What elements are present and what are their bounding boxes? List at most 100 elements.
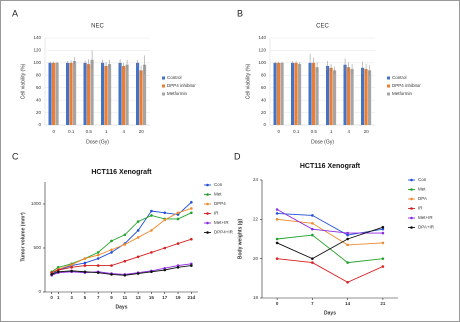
legend-swatch [387,84,390,88]
y-tick-label: 20 [253,256,259,261]
x-tick-label: 1 [330,129,333,134]
point [110,239,113,243]
y-tick-label: 60 [261,85,267,90]
legend-marker [410,178,413,182]
point [275,218,279,221]
x-tick-label: 4 [347,129,350,134]
point [83,257,87,260]
x-tick-label: 15 [149,295,155,300]
bar [343,64,347,125]
y-axis-label: Cell viability (%) [20,63,26,99]
point [381,265,385,268]
point [275,237,279,241]
bar [350,69,354,125]
chart-title: HCT116 Xenograft [91,169,152,176]
x-tick-label: 0.5 [86,129,93,134]
y-tick-label: 80 [261,72,267,77]
y-tick-label: 120 [33,48,41,53]
x-tick-label: 7 [97,295,100,300]
point [50,273,53,276]
point [346,280,349,284]
legend-swatch [387,92,390,96]
x-tick-label: 0.1 [68,129,75,134]
point [110,248,113,252]
legend-label: Met+IR [418,215,433,220]
legend-swatch [162,84,165,88]
legend-marker [206,221,209,225]
panel-label: C [12,151,19,161]
bar [329,67,333,125]
legend-label: DPP4 inhibitor [392,83,421,88]
bar [315,67,319,125]
point [176,211,180,215]
point [136,236,140,239]
x-tick-label: 0.1 [293,129,300,134]
bar [277,62,281,125]
series-line [277,218,383,246]
legend-label: Metformin [392,91,413,96]
y-tick-label: 100 [33,60,41,65]
bar [294,62,298,125]
y-tick-label: 0 [38,122,41,127]
point [136,220,140,223]
point [123,243,127,246]
point [311,221,314,225]
point [96,271,100,274]
legend-marker [206,193,209,196]
y-tick-label: 40 [36,97,42,102]
bar [291,62,295,125]
point [190,264,193,267]
legend-marker [410,188,413,191]
series-line [277,258,384,283]
bar [48,62,52,125]
point [381,225,385,229]
x-axis-label: Days [116,304,128,310]
bar [90,59,94,125]
point [346,243,349,247]
y-tick-label: 20 [261,110,267,115]
x-tick-label: 7 [311,301,314,306]
bar [312,62,316,125]
bar [69,62,73,125]
point [311,257,314,260]
x-axis-label: Dose (Gy) [86,139,109,145]
point [123,259,127,263]
bar [122,65,126,125]
point [176,266,180,269]
legend-marker [206,231,209,234]
point [123,233,127,237]
series-line [276,226,384,260]
legend-marker [206,212,209,215]
x-axis-label: Dose (Gy) [311,139,334,145]
y-tick-label: 0 [263,122,266,127]
y-tick-label: 22 [253,217,259,222]
legend-marker [206,183,209,187]
bar [298,64,302,125]
x-tick-label: 0 [52,129,55,134]
x-tick-label: 0 [50,295,53,300]
point [110,251,113,254]
point [311,233,314,237]
point [190,237,193,241]
x-tick-label: 5 [84,295,87,300]
legend-label: Con [418,177,427,182]
legend-label: Met [214,192,222,197]
series-line [277,212,383,236]
bar [104,65,108,125]
legend-swatch [162,92,165,96]
point [190,211,193,215]
bar [326,65,330,125]
y-tick-label: 0 [38,289,41,294]
x-tick-label: 13 [136,295,142,300]
point [190,200,193,204]
chart-title: HCT116 Xenograft [300,163,361,170]
point [57,270,60,274]
bar [364,69,368,125]
bar [125,64,129,125]
series-line [51,263,192,276]
y-tick-label: 40 [261,97,267,102]
bar [143,64,147,125]
series-line [51,201,192,275]
point [381,227,385,231]
point [346,237,349,241]
